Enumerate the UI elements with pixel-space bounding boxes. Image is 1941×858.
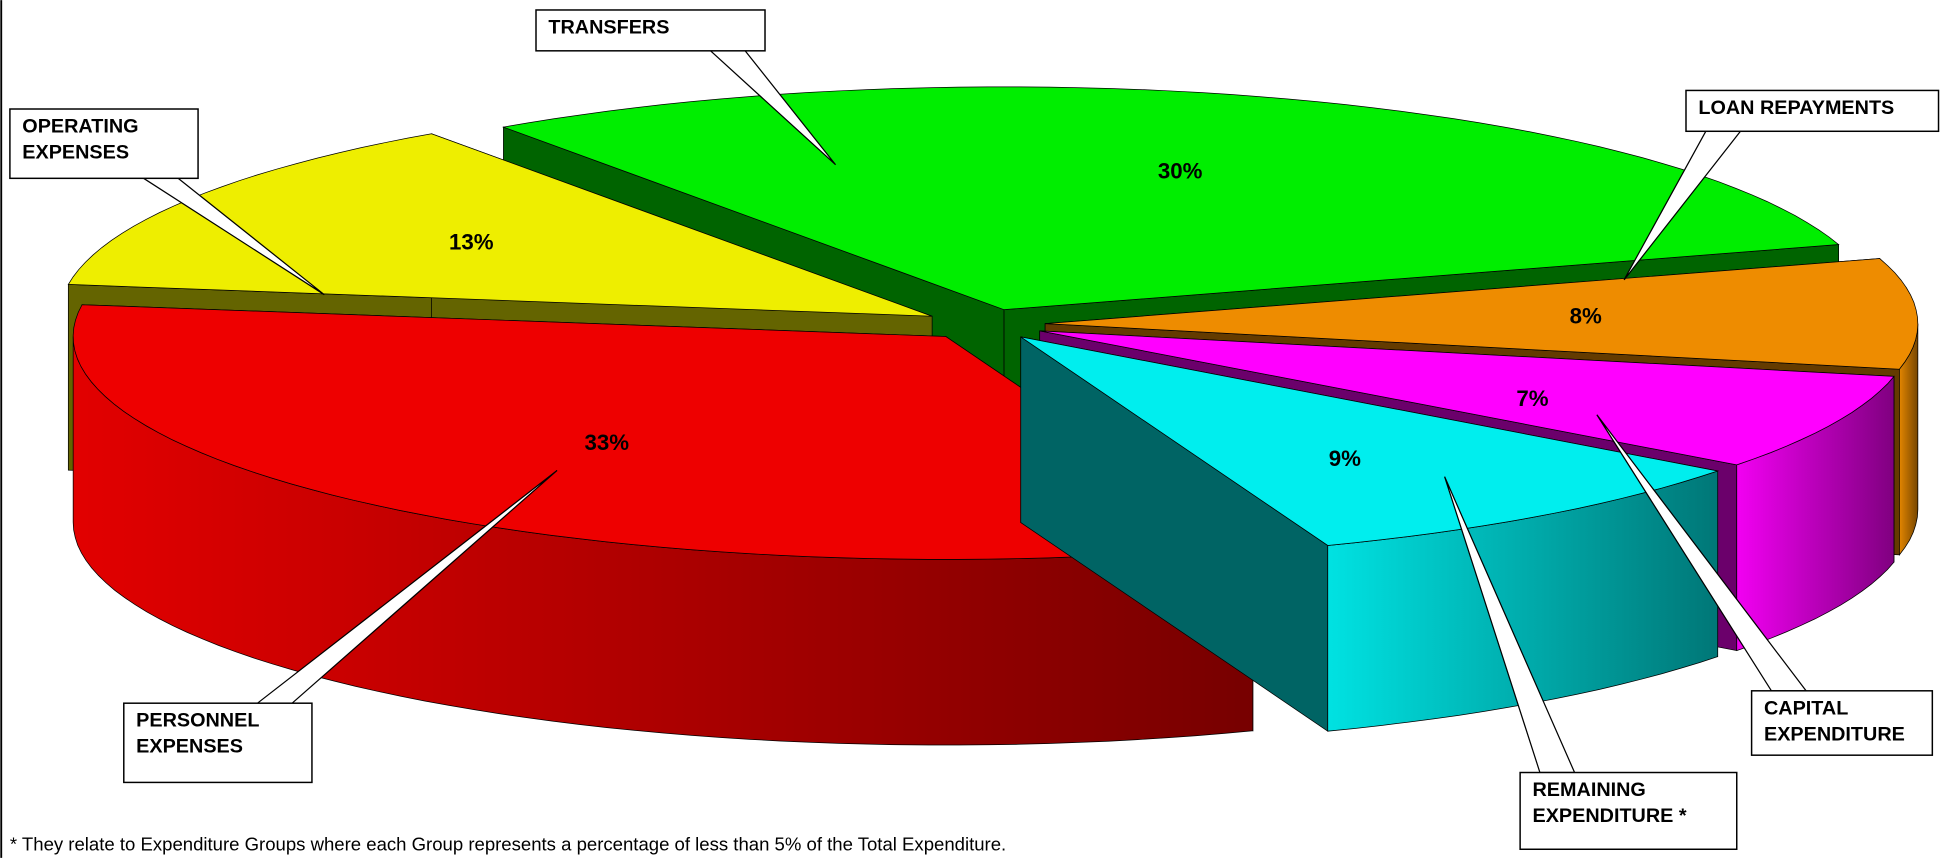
callout-box (1519, 771, 1738, 851)
category-label: LOAN REPAYMENTS (1698, 97, 1895, 119)
slice (72, 304, 1254, 746)
footnote: * They relate to Expenditure Groups wher… (10, 833, 1006, 854)
slice-top (72, 304, 1254, 560)
category-label: TRANSFERS (548, 17, 670, 39)
callout-label: PERSONNEL EXPENSES (136, 710, 260, 758)
callout-box (1685, 89, 1940, 133)
value-label: 13% (449, 230, 494, 255)
category-label: OPERATING EXPENSES (22, 116, 139, 164)
category-label: REMAINING EXPENDITURE * (1532, 779, 1687, 827)
pie (67, 86, 1919, 746)
value-label: 8% (1570, 303, 1602, 328)
callout-label: CAPITAL EXPENDITURE (1763, 698, 1905, 746)
value-label: 9% (1329, 446, 1361, 471)
callout-box (123, 702, 313, 784)
slice-top (1020, 336, 1720, 546)
callout-box (535, 9, 766, 52)
callout-label: TRANSFERS (548, 17, 670, 39)
callout-box (1750, 690, 1934, 756)
value-label: 7% (1516, 386, 1548, 411)
slice (1020, 336, 1720, 732)
slice-top (1039, 330, 1895, 466)
slice-top (502, 86, 1840, 311)
callout-box (9, 108, 199, 180)
callouts: TRANSFERS LOAN REPAYMENTS CAPITAL EXPENDIT… (9, 9, 1940, 851)
callout-label: OPERATING EXPENSES (22, 116, 139, 164)
category-label: CAPITAL EXPENDITURE (1763, 698, 1905, 746)
callout-label: LOAN REPAYMENTS (1698, 97, 1895, 119)
category-label: PERSONNEL EXPENSES (136, 710, 260, 758)
value-label: 33% (585, 430, 630, 455)
callout-label: REMAINING EXPENDITURE * (1532, 779, 1687, 827)
slice-top (1045, 258, 1919, 370)
value-label: 30% (1158, 159, 1203, 184)
